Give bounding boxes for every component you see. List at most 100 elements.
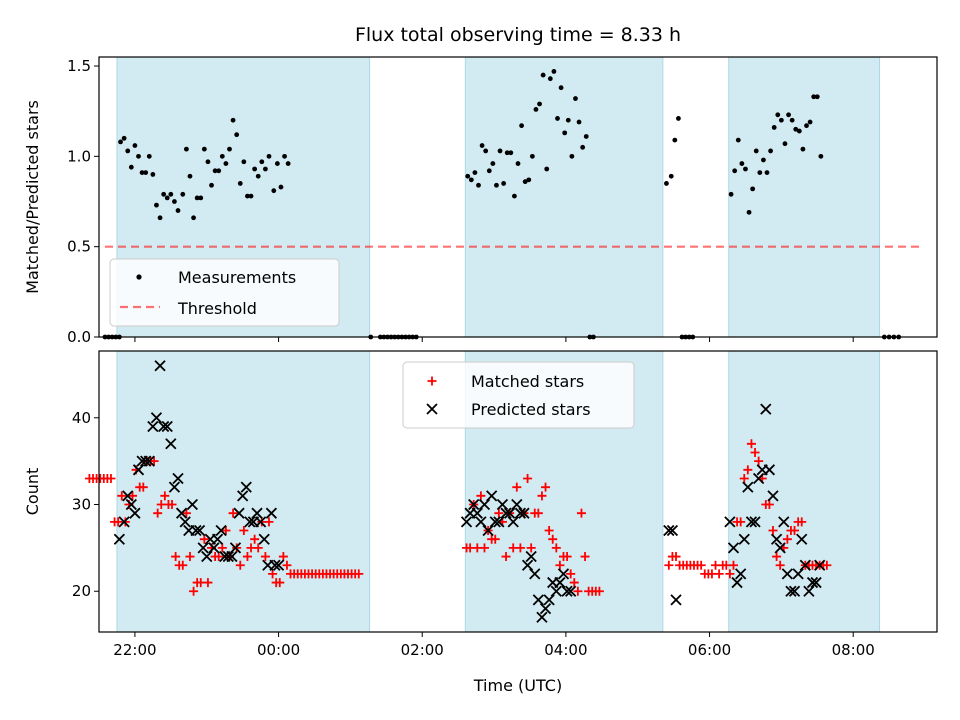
matched-star-point [533, 508, 543, 518]
predicted-star-point [738, 533, 750, 545]
predicted-star-point [532, 594, 544, 606]
legend-box [109, 258, 340, 327]
measurement-point [282, 153, 287, 159]
predicted-star-point [550, 585, 562, 597]
predicted-star-point [525, 550, 537, 563]
measurement-point [212, 168, 218, 174]
measurement-point [468, 177, 474, 183]
y-tick-label: 30 [72, 496, 91, 514]
predicted-star-point [663, 524, 675, 537]
matched-star-point [548, 534, 558, 544]
measurement-point [259, 159, 265, 165]
measurement-point [234, 132, 240, 138]
matched-star-point [494, 508, 504, 518]
measurement-point [580, 144, 586, 150]
measurement-point [128, 164, 134, 170]
predicted-star-point [810, 576, 822, 589]
measurement-point [255, 173, 261, 179]
shaded-interval-2 [464, 56, 664, 338]
matched-star-point [594, 586, 604, 596]
predicted-star-point [788, 585, 801, 597]
predicted-star-point [258, 533, 270, 545]
predicted-star-point [518, 507, 530, 519]
matched-star-point [501, 552, 511, 562]
measurement-point [227, 146, 232, 152]
measurement-point [121, 135, 127, 141]
predicted-star-point [561, 585, 573, 597]
measurement-point [209, 182, 214, 188]
predicted-star-point [727, 542, 740, 554]
predicted-star-point [500, 507, 512, 519]
measurement-point [512, 193, 517, 199]
predicted-star-point [468, 498, 480, 511]
y-tick-label: 40 [72, 409, 91, 427]
measurement-point [504, 150, 510, 156]
matched-star-point [128, 491, 138, 501]
predicted-star-point [760, 403, 772, 415]
predicted-star-point [129, 507, 141, 519]
measurement-point [216, 168, 222, 174]
predicted-star-point [536, 611, 548, 623]
matched-star-point [754, 456, 764, 466]
matched-star-point [775, 560, 785, 570]
measurement-point [515, 161, 521, 166]
measurement-point [278, 184, 284, 190]
predicted-star-point [478, 498, 491, 511]
measurement-point [664, 181, 669, 186]
measurement-point [804, 123, 809, 129]
measurement-point [139, 170, 145, 176]
top-y-axis-label: Matched/Predicted stars [23, 100, 42, 294]
matched-star-point [167, 500, 177, 510]
series-predicted-stars [113, 360, 826, 623]
matched-star-point [736, 517, 746, 527]
x-tick-label: 22:00 [113, 641, 156, 659]
predicted-star-point [670, 594, 682, 606]
matched-star-point [541, 482, 551, 492]
predicted-star-point [774, 542, 786, 554]
matched-star-point [512, 482, 522, 492]
matched-star-point [117, 491, 127, 501]
measurement-point [198, 195, 204, 201]
predicted-star-point [471, 507, 483, 519]
predicted-star-point [175, 507, 188, 519]
predicted-star-point [745, 516, 758, 528]
matched-star-point [138, 482, 148, 492]
measurement-point [761, 157, 766, 163]
measurement-point [544, 166, 550, 172]
measurement-point [771, 125, 777, 130]
measurement-point [735, 137, 741, 143]
predicted-star-point [226, 550, 238, 563]
bottom-y-axis-label: Count [23, 468, 42, 516]
measurement-point [537, 101, 542, 107]
measurement-point [150, 172, 156, 177]
x-tick-label: 06:00 [688, 641, 731, 659]
measurement-point [483, 148, 489, 154]
matched-star-point [260, 552, 270, 562]
matched-star-point [181, 508, 191, 518]
matched-star-point [253, 543, 263, 553]
measurement-point [191, 215, 196, 221]
series-measurements [102, 69, 902, 340]
predicted-star-point [475, 516, 487, 528]
measurement-point [522, 179, 528, 185]
measurement-point [778, 117, 784, 123]
predicted-star-point [507, 516, 519, 528]
legend-bottom: Matched stars Predicted stars [402, 361, 635, 429]
measurement-point [494, 182, 499, 188]
matched-star-point [555, 560, 565, 570]
measurement-point [775, 112, 781, 118]
x-tick-label: 08:00 [832, 641, 875, 659]
matched-star-point [750, 447, 760, 457]
measurement-point [569, 153, 575, 159]
predicted-star-point [803, 585, 815, 597]
measurement-point [263, 166, 268, 172]
predicted-star-point [140, 455, 152, 467]
matched-star-point [479, 543, 489, 553]
predicted-star-point [118, 516, 130, 528]
matched-star-point [476, 491, 486, 501]
predicted-star-point [486, 490, 498, 502]
measurement-point [465, 173, 471, 179]
predicted-star-point [272, 559, 285, 571]
matched-star-point [523, 473, 533, 483]
measurement-point [782, 141, 788, 147]
